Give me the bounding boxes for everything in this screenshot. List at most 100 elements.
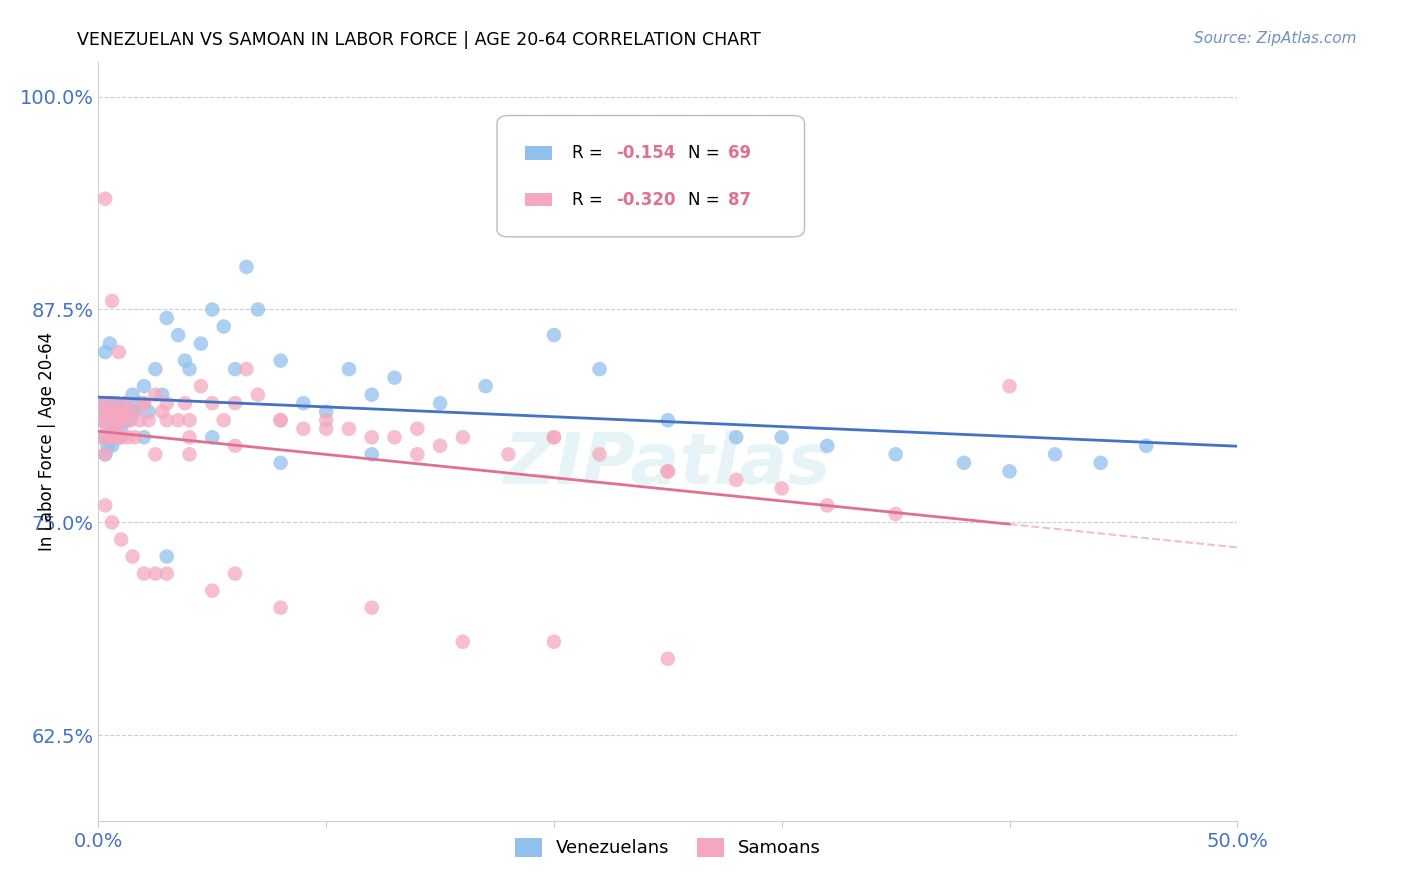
Point xyxy=(884,447,907,461)
Point xyxy=(815,499,838,513)
Point xyxy=(179,430,201,444)
Point xyxy=(112,413,135,427)
Legend: Venezuelans, Samoans: Venezuelans, Samoans xyxy=(508,830,828,864)
Point xyxy=(201,430,224,444)
Point xyxy=(110,405,132,419)
Point xyxy=(108,430,131,444)
Text: R =: R = xyxy=(572,191,609,209)
Point xyxy=(114,405,136,419)
Point xyxy=(101,293,124,308)
Point xyxy=(96,422,118,436)
Point xyxy=(128,396,150,410)
Point xyxy=(190,336,212,351)
Point xyxy=(132,430,155,444)
Point xyxy=(657,413,679,427)
Point xyxy=(167,328,190,343)
Point xyxy=(1135,439,1157,453)
Point xyxy=(201,583,224,598)
Point xyxy=(150,405,173,419)
Point xyxy=(657,652,679,666)
Point xyxy=(270,413,292,427)
FancyBboxPatch shape xyxy=(498,115,804,236)
Point xyxy=(588,362,610,376)
Point xyxy=(108,345,131,359)
Point xyxy=(190,379,212,393)
Point xyxy=(201,302,224,317)
Text: Source: ZipAtlas.com: Source: ZipAtlas.com xyxy=(1194,31,1357,46)
Point xyxy=(98,422,121,436)
Point xyxy=(124,405,146,419)
Point xyxy=(292,422,315,436)
Point xyxy=(94,405,117,419)
Point xyxy=(292,396,315,410)
FancyBboxPatch shape xyxy=(526,193,553,206)
Point xyxy=(94,192,117,206)
Point xyxy=(120,405,142,419)
Point xyxy=(132,566,155,581)
Point xyxy=(94,345,117,359)
Point xyxy=(110,533,132,547)
Point xyxy=(270,353,292,368)
Point xyxy=(174,353,197,368)
Point xyxy=(315,413,337,427)
Point xyxy=(998,379,1021,393)
Point xyxy=(156,311,179,326)
Point xyxy=(94,405,117,419)
Point xyxy=(315,405,337,419)
Point xyxy=(474,379,496,393)
Point xyxy=(90,413,112,427)
Text: N =: N = xyxy=(689,191,725,209)
Point xyxy=(201,396,224,410)
Point xyxy=(224,396,246,410)
Point xyxy=(498,447,520,461)
Point xyxy=(224,566,246,581)
Point xyxy=(384,370,406,384)
Point xyxy=(110,405,132,419)
Point xyxy=(1090,456,1112,470)
Point xyxy=(98,336,121,351)
Point xyxy=(360,430,382,444)
Point xyxy=(179,447,201,461)
Point xyxy=(98,430,121,444)
Point xyxy=(101,396,124,410)
Point xyxy=(235,362,257,376)
Point xyxy=(103,430,125,444)
Text: 87: 87 xyxy=(728,191,751,209)
Point xyxy=(543,328,565,343)
Point xyxy=(132,379,155,393)
Point xyxy=(270,413,292,427)
Point xyxy=(138,413,160,427)
Point xyxy=(156,396,179,410)
Text: In Labor Force | Age 20-64: In Labor Force | Age 20-64 xyxy=(38,332,56,551)
Point xyxy=(998,464,1021,478)
Point xyxy=(117,430,139,444)
Point xyxy=(98,405,121,419)
Point xyxy=(145,566,167,581)
Point xyxy=(110,413,132,427)
Point xyxy=(179,413,201,427)
Text: -0.154: -0.154 xyxy=(617,144,676,161)
Point xyxy=(657,464,679,478)
Point xyxy=(101,396,124,410)
Point xyxy=(103,405,125,419)
Point xyxy=(224,439,246,453)
Point xyxy=(543,634,565,648)
Point xyxy=(105,396,128,410)
Point xyxy=(105,405,128,419)
Text: ZIPatlas: ZIPatlas xyxy=(505,430,831,499)
Point xyxy=(725,473,748,487)
Point xyxy=(337,362,360,376)
Point xyxy=(270,600,292,615)
Point xyxy=(543,430,565,444)
Point xyxy=(337,422,360,436)
Point xyxy=(110,422,132,436)
Point xyxy=(94,447,117,461)
Point xyxy=(270,456,292,470)
Text: 69: 69 xyxy=(728,144,751,161)
Point xyxy=(91,396,114,410)
Point xyxy=(96,430,118,444)
Point xyxy=(145,387,167,401)
Point xyxy=(145,362,167,376)
Point xyxy=(406,422,429,436)
Point xyxy=(108,430,131,444)
